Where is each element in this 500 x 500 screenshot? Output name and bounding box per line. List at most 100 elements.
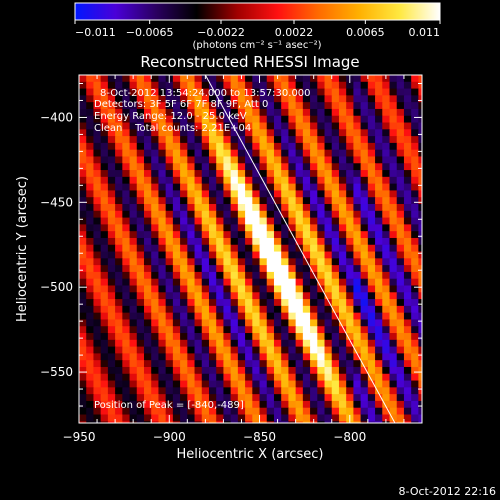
heatmap-cell <box>382 299 390 307</box>
heatmap-cell <box>389 353 398 361</box>
heatmap-cell <box>180 258 188 266</box>
heatmap-cell <box>93 244 102 253</box>
heatmap-cell <box>259 339 268 348</box>
heatmap-cell <box>245 95 253 103</box>
heatmap-cell <box>360 88 369 96</box>
heatmap-cell <box>129 292 138 300</box>
heatmap-cell <box>165 204 174 212</box>
heatmap-cell <box>245 136 253 144</box>
heatmap-cell <box>259 88 268 96</box>
heatmap-cell <box>136 95 145 103</box>
heatmap-cell <box>172 129 181 137</box>
heatmap-cell <box>403 244 412 253</box>
heatmap-cell <box>107 353 116 361</box>
heatmap-cell <box>223 339 232 348</box>
heatmap-cell <box>346 387 354 395</box>
heatmap-cell <box>100 81 109 90</box>
heatmap-cell <box>172 136 181 144</box>
heatmap-cell <box>382 156 390 164</box>
heatmap-cell <box>165 394 174 402</box>
heatmap-cell <box>346 122 354 130</box>
heatmap-cell <box>187 414 196 422</box>
heatmap-cell <box>129 122 138 130</box>
heatmap-cell <box>281 224 289 232</box>
heatmap-cell <box>237 305 246 314</box>
heatmap-cell <box>324 360 333 368</box>
heatmap-cell <box>367 251 376 259</box>
heatmap-cell <box>346 170 354 178</box>
heatmap-cell <box>237 285 246 293</box>
heatmap-cell <box>403 333 412 341</box>
heatmap-cell <box>360 414 369 422</box>
heatmap-cell <box>259 414 268 422</box>
heatmap-cell <box>360 278 369 286</box>
heatmap-cell <box>259 102 268 110</box>
heatmap-cell <box>396 81 405 90</box>
heatmap-cell <box>302 115 311 124</box>
heatmap-cell <box>115 414 123 422</box>
heatmap-cell <box>367 305 376 314</box>
heatmap-cell <box>100 305 109 314</box>
heatmap-cell <box>281 75 289 83</box>
heatmap-cell <box>396 387 405 395</box>
heatmap-cell <box>317 339 326 348</box>
heatmap-cell <box>324 394 333 402</box>
heatmap-cell <box>360 400 369 409</box>
heatmap-cell <box>201 231 210 239</box>
heatmap-cell <box>411 366 419 375</box>
heatmap-cell <box>302 346 311 354</box>
heatmap-cell <box>375 326 383 334</box>
heatmap-cell <box>129 95 138 103</box>
heatmap-cell <box>403 299 412 307</box>
heatmap-cell <box>216 319 224 327</box>
heatmap-cell <box>165 142 174 151</box>
heatmap-cell <box>115 387 123 395</box>
heatmap-cell <box>382 251 390 259</box>
heatmap-cell <box>310 237 318 246</box>
heatmap-cell <box>79 312 87 320</box>
heatmap-cell <box>100 292 109 300</box>
heatmap-cell <box>187 190 196 198</box>
heatmap-cell <box>317 156 326 164</box>
heatmap-cell <box>115 299 123 307</box>
heatmap-cell <box>230 204 239 212</box>
heatmap-cell <box>100 136 109 144</box>
heatmap-cell <box>129 312 138 320</box>
heatmap-cell <box>403 366 412 375</box>
heatmap-cell <box>252 271 261 280</box>
heatmap-cell <box>158 108 167 117</box>
heatmap-cell <box>396 210 405 219</box>
heatmap-cell <box>93 292 102 300</box>
heatmap-cell <box>208 142 217 151</box>
heatmap-cell <box>331 176 340 185</box>
heatmap-cell <box>266 183 275 191</box>
heatmap-cell <box>375 312 383 320</box>
heatmap-cell <box>418 319 422 327</box>
heatmap-cell <box>223 156 232 164</box>
heatmap-cell <box>201 414 210 422</box>
x-tick-label: −800 <box>333 430 366 444</box>
heatmap-cell <box>100 265 109 273</box>
heatmap-cell <box>107 81 116 90</box>
heatmap-cell <box>252 394 261 402</box>
heatmap-cell <box>208 156 217 164</box>
heatmap-cell <box>107 373 116 382</box>
heatmap-cell <box>317 142 326 151</box>
heatmap-cell <box>100 156 109 164</box>
heatmap-cell <box>216 197 224 205</box>
heatmap-cell <box>230 156 239 164</box>
heatmap-cell <box>411 346 419 354</box>
heatmap-cell <box>79 129 87 137</box>
heatmap-cell <box>418 400 422 409</box>
heatmap-cell <box>143 339 152 348</box>
heatmap-cell <box>396 360 405 368</box>
heatmap-cell <box>172 387 181 395</box>
heatmap-cell <box>418 333 422 341</box>
heatmap-cell <box>93 102 102 110</box>
heatmap-cell <box>375 142 383 151</box>
heatmap-cell <box>252 319 261 327</box>
heatmap-cell <box>100 190 109 198</box>
heatmap-cell <box>317 163 326 171</box>
heatmap-cell <box>237 108 246 117</box>
heatmap-cell <box>281 231 289 239</box>
